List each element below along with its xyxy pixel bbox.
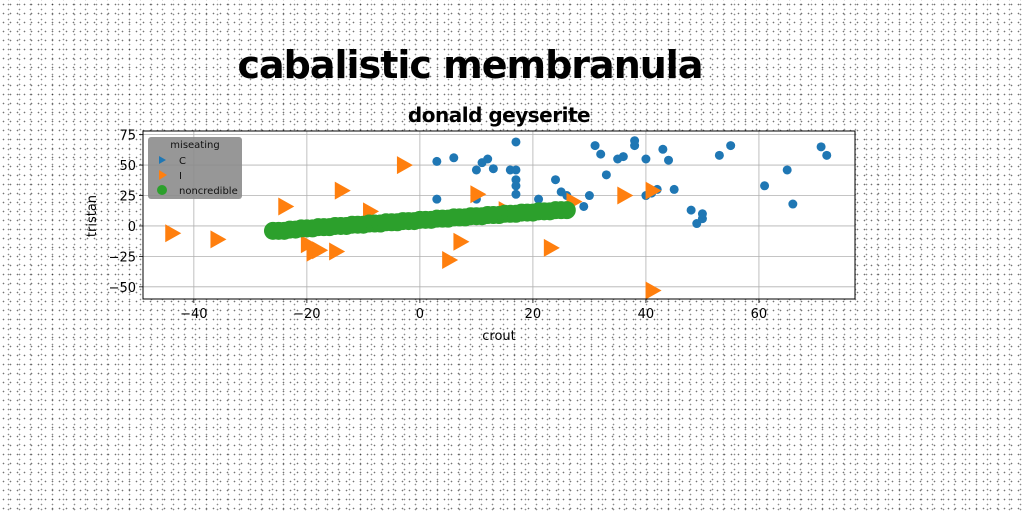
x-tick-label: 0 bbox=[416, 307, 424, 322]
data-point-i bbox=[470, 185, 487, 204]
data-point-c bbox=[816, 142, 826, 152]
data-point-i bbox=[210, 230, 227, 249]
legend-label-c: C bbox=[179, 156, 186, 167]
legend-label-noncredible: noncredible bbox=[179, 186, 238, 197]
data-point-i bbox=[645, 181, 662, 200]
data-point-c bbox=[714, 150, 724, 160]
y-axis-label: tristan bbox=[85, 195, 100, 237]
data-point-c bbox=[618, 152, 628, 162]
x-tick-label: 40 bbox=[638, 307, 655, 322]
data-point-c bbox=[664, 155, 674, 165]
data-point-c bbox=[822, 150, 832, 160]
data-point-c bbox=[488, 164, 498, 174]
x-tick-label: 20 bbox=[525, 307, 542, 322]
y-tick-label: 50 bbox=[119, 159, 136, 174]
data-point-c bbox=[641, 154, 651, 164]
figure-title: cabalistic membranula bbox=[238, 43, 703, 87]
data-point-c bbox=[432, 194, 442, 204]
data-point-i bbox=[617, 186, 634, 205]
axes-frame bbox=[142, 130, 856, 300]
y-tick-label: 25 bbox=[119, 190, 136, 205]
data-point-i bbox=[165, 224, 182, 243]
data-point-c bbox=[782, 165, 792, 175]
data-point-c bbox=[760, 181, 770, 191]
legend-title: miseating bbox=[170, 140, 219, 151]
plot-area: −40 −20 0 20 40 60 −50 −25 0 25 50 75 bbox=[109, 129, 856, 322]
data-point-i bbox=[645, 281, 662, 300]
data-point-i bbox=[312, 241, 329, 260]
data-point-c bbox=[726, 141, 736, 151]
data-point-c bbox=[511, 175, 521, 185]
data-point-i bbox=[453, 232, 470, 251]
data-point-c bbox=[669, 184, 679, 194]
x-axis-label: crout bbox=[482, 329, 516, 344]
legend-label-i: I bbox=[179, 171, 182, 182]
data-point-c bbox=[511, 189, 521, 199]
data-point-c bbox=[658, 144, 668, 154]
data-point-c bbox=[630, 136, 640, 146]
data-point-i bbox=[300, 235, 317, 254]
data-point-i bbox=[543, 238, 560, 257]
y-tick-label: −25 bbox=[109, 250, 136, 265]
data-point-i bbox=[278, 197, 295, 216]
chart-title: donald geyserite bbox=[408, 103, 590, 127]
data-point-c bbox=[601, 170, 611, 180]
data-point-i bbox=[334, 181, 351, 200]
data-point-c bbox=[584, 191, 594, 201]
data-point-c bbox=[579, 201, 589, 211]
data-point-c bbox=[590, 141, 600, 151]
y-tick-label: 75 bbox=[119, 129, 136, 144]
data-point-c bbox=[551, 175, 561, 185]
data-point-noncredible bbox=[557, 201, 576, 220]
legend-marker-c bbox=[159, 156, 166, 164]
x-tick-label: 60 bbox=[751, 307, 768, 322]
data-point-i bbox=[442, 251, 459, 270]
data-point-c bbox=[449, 153, 459, 163]
data-point-i bbox=[396, 156, 413, 175]
y-tick-label: 0 bbox=[128, 220, 136, 235]
data-point-c bbox=[534, 194, 544, 204]
data-point-c bbox=[432, 156, 442, 166]
series-noncredible bbox=[263, 201, 576, 240]
legend-marker-i bbox=[159, 170, 167, 180]
legend-box bbox=[148, 137, 242, 199]
data-point-c bbox=[686, 205, 696, 215]
data-point-c bbox=[471, 165, 481, 175]
data-point-c bbox=[788, 199, 798, 209]
data-point-c bbox=[697, 209, 707, 219]
data-point-c bbox=[511, 137, 521, 147]
y-tick-label: −50 bbox=[109, 281, 136, 296]
legend-marker-noncredible bbox=[157, 185, 167, 195]
data-point-c bbox=[483, 154, 493, 164]
x-tick-label: −40 bbox=[180, 307, 207, 322]
data-point-i bbox=[329, 242, 346, 261]
data-point-c bbox=[511, 165, 521, 175]
x-tick-label: −20 bbox=[293, 307, 320, 322]
data-point-c bbox=[596, 149, 606, 159]
